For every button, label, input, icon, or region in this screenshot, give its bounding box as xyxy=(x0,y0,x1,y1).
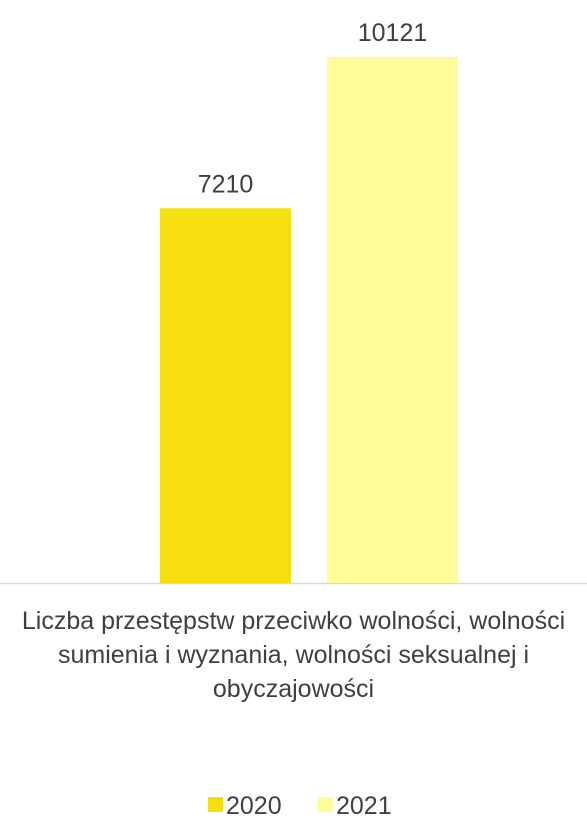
data-label: 10121 xyxy=(358,19,428,47)
bar xyxy=(160,208,291,583)
legend-swatch xyxy=(208,797,223,812)
bar xyxy=(327,57,458,583)
data-label: 7210 xyxy=(198,170,254,198)
legend-label: 2020 xyxy=(226,792,282,820)
x-tick-label: Liczba przestępstw przeciwko wolności, w… xyxy=(21,607,566,703)
legend-label: 2021 xyxy=(336,792,392,820)
legend-swatch xyxy=(318,797,333,812)
